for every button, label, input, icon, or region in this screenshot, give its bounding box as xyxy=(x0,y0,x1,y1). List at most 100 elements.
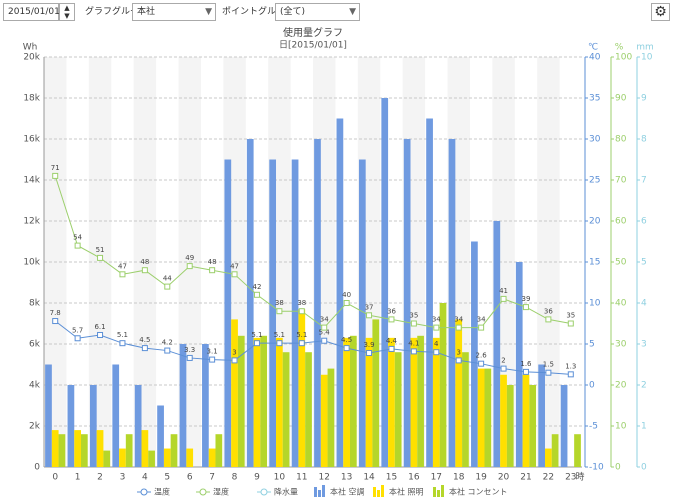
x-tick-label: 8 xyxy=(232,473,238,483)
bar xyxy=(58,434,66,467)
bar xyxy=(134,385,142,467)
bar xyxy=(394,352,402,467)
line-marker xyxy=(343,300,350,306)
data-label: 4.2 xyxy=(162,339,173,347)
bar xyxy=(506,385,514,467)
y4-tick-label: 9 xyxy=(641,94,647,104)
y3-tick-label: 100 xyxy=(615,53,632,63)
y-tick-label: 12k xyxy=(23,217,40,227)
legend-swatch xyxy=(322,485,325,497)
date-spinner[interactable]: ▲ ▼ xyxy=(59,3,75,21)
bar xyxy=(51,430,59,467)
line-marker xyxy=(567,320,574,327)
bar xyxy=(170,434,178,467)
bar xyxy=(471,241,478,467)
y3-axis-unit: % xyxy=(615,43,624,53)
y3-tick-label: 10 xyxy=(615,422,627,432)
data-label: 4.5 xyxy=(139,336,150,344)
x-tick-label: 15 xyxy=(386,473,397,483)
legend-label: 本社 空調 xyxy=(330,487,365,497)
bar xyxy=(141,430,149,467)
data-label: 3.3 xyxy=(184,346,195,354)
x-tick-label: 16 xyxy=(408,473,420,483)
x-axis-label: 時 xyxy=(575,472,584,483)
x-tick-label: 21 xyxy=(520,473,531,483)
bar xyxy=(545,448,552,467)
data-label: 1.6 xyxy=(520,360,532,368)
bar xyxy=(186,448,194,467)
legend-swatch xyxy=(381,485,384,497)
data-label: 44 xyxy=(163,275,172,283)
y2-tick-label: 15 xyxy=(589,258,600,268)
settings-button[interactable]: ⚙ xyxy=(651,3,670,21)
line-marker xyxy=(119,340,126,347)
x-tick-label: 5 xyxy=(164,473,170,483)
y2-tick-label: 25 xyxy=(589,176,600,186)
point-group-label: ポイントグループ: xyxy=(222,7,297,17)
bar xyxy=(276,337,283,467)
chart-subtitle: 日[2015/01/01] xyxy=(279,40,347,51)
y-tick-label: 16k xyxy=(23,135,40,145)
data-label: 5.1 xyxy=(251,331,262,339)
bar xyxy=(560,385,568,467)
data-label: 42 xyxy=(252,283,261,291)
bar xyxy=(67,385,75,467)
bar xyxy=(439,303,447,467)
data-label: 4 xyxy=(434,340,439,348)
data-label: 71 xyxy=(51,164,60,172)
data-label: 48 xyxy=(140,258,149,266)
line-marker xyxy=(231,271,238,278)
bar xyxy=(96,430,104,467)
data-label: 2 xyxy=(501,357,505,365)
line-marker xyxy=(522,304,529,311)
graph-group-value: 本社 xyxy=(137,7,156,17)
bar xyxy=(208,448,216,467)
y2-tick-label: -5 xyxy=(589,422,598,432)
x-tick-label: 22 xyxy=(543,473,554,483)
line-marker xyxy=(433,324,440,331)
bar xyxy=(179,344,187,467)
data-label: 5.7 xyxy=(72,326,83,334)
bar xyxy=(202,344,209,467)
data-label: 35 xyxy=(566,312,575,320)
bar xyxy=(282,352,290,467)
y4-tick-label: 4 xyxy=(641,299,647,309)
data-label: 4.5 xyxy=(341,336,352,344)
bar xyxy=(365,337,373,467)
y-tick-label: 0 xyxy=(34,463,40,473)
y2-tick-label: 20 xyxy=(589,217,601,227)
bar xyxy=(125,434,133,467)
point-group-select[interactable]: (全て) ▼ xyxy=(275,3,360,21)
x-tick-label: 11 xyxy=(296,473,307,483)
y-tick-label: 20k xyxy=(23,53,40,63)
bar xyxy=(381,98,389,467)
x-tick-label: 20 xyxy=(498,473,510,483)
point-group-value: (全て) xyxy=(280,7,306,17)
x-tick-label: 10 xyxy=(274,473,286,483)
data-label: 5.1 xyxy=(296,331,307,339)
legend-label: 降水量 xyxy=(274,487,298,497)
bar xyxy=(493,221,501,467)
chart: 使用量グラフ 日[2015/01/01] 0 2k 4k 6k 8k 10k 12k 14k 1… xyxy=(23,26,654,497)
date-input[interactable]: 2015/01/01 xyxy=(3,3,60,21)
line-marker xyxy=(545,316,552,323)
graph-group-select[interactable]: 本社 ▼ xyxy=(132,3,216,21)
data-label: 34 xyxy=(320,316,329,324)
line-marker xyxy=(164,283,171,290)
data-label: 36 xyxy=(387,307,396,315)
bar xyxy=(343,337,350,467)
bar xyxy=(327,368,335,467)
legend-swatch xyxy=(433,487,436,497)
line-marker xyxy=(276,340,283,347)
y4-tick-label: 0 xyxy=(641,463,647,473)
data-label: 1.5 xyxy=(543,361,554,369)
data-label: 3 xyxy=(232,348,236,356)
bar xyxy=(417,335,424,467)
line-marker xyxy=(74,242,81,249)
bar xyxy=(224,159,232,467)
line-marker xyxy=(478,324,485,331)
line-marker xyxy=(366,350,373,357)
line-marker xyxy=(500,295,507,302)
legend-swatch xyxy=(314,487,317,497)
bar xyxy=(448,139,456,467)
